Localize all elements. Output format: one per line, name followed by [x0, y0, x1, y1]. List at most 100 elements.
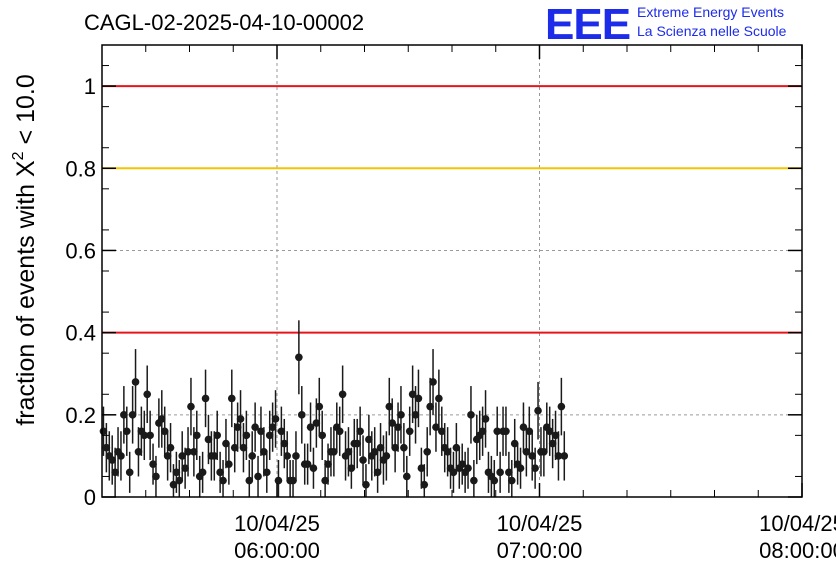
data-point — [242, 431, 251, 440]
data-point — [277, 427, 286, 436]
data-point — [464, 464, 472, 473]
y-axis-label: fraction of events with X2 < 10.0 — [10, 74, 40, 425]
data-point — [292, 452, 300, 460]
data-point — [405, 427, 414, 436]
data-point — [394, 423, 402, 431]
eee-logo-text: Extreme Energy Events La Scienza nelle S… — [637, 3, 786, 41]
data-point — [251, 423, 259, 431]
data-point — [233, 423, 242, 431]
data-point — [545, 427, 554, 436]
data-point — [449, 468, 458, 477]
data-point — [239, 443, 248, 452]
data-point — [163, 452, 172, 460]
data-point — [146, 431, 154, 440]
data-point — [169, 480, 178, 489]
data-point — [201, 394, 210, 403]
data-point — [309, 464, 318, 473]
data-point — [362, 480, 370, 489]
data-point — [303, 460, 312, 468]
data-point — [373, 468, 382, 477]
y-tick-label: 0 — [84, 485, 96, 510]
data-point — [370, 448, 379, 456]
data-point — [458, 460, 467, 468]
data-point — [365, 435, 373, 444]
eee-logo: EEE — [545, 0, 631, 49]
data-point — [505, 468, 513, 477]
data-point — [117, 452, 125, 460]
data-point — [222, 439, 230, 448]
data-point — [248, 452, 257, 460]
data-point — [283, 452, 292, 460]
data-point — [134, 448, 143, 456]
data-point — [437, 427, 446, 436]
data-point — [230, 443, 239, 452]
data-point — [478, 427, 487, 436]
data-point — [335, 427, 344, 436]
data-point — [426, 402, 434, 411]
data-point — [143, 390, 152, 399]
logo-line-1: Extreme Energy Events — [637, 4, 785, 20]
data-point — [274, 476, 283, 485]
data-point — [225, 460, 233, 468]
data-point — [400, 443, 408, 452]
data-point — [554, 452, 563, 460]
chart-title: CAGL-02-2025-04-10-00002 — [84, 10, 365, 35]
y-tick-label: 0.4 — [65, 321, 96, 346]
data-point — [192, 431, 201, 440]
data-point — [152, 472, 160, 481]
data-point — [414, 394, 423, 403]
data-point — [122, 427, 131, 436]
data-point — [356, 427, 364, 436]
data-point — [210, 452, 219, 460]
data-point — [467, 411, 475, 419]
data-point — [140, 431, 149, 440]
data-point — [321, 476, 329, 485]
data-point — [187, 402, 195, 411]
data-point — [338, 390, 347, 399]
data-point — [120, 411, 128, 419]
data-point — [227, 394, 236, 403]
data-point — [128, 411, 137, 419]
data-point — [519, 423, 528, 431]
data-point — [166, 443, 175, 452]
data-point — [198, 468, 207, 477]
logo-line-2: La Scienza nelle Scuole — [637, 23, 787, 39]
y-tick-label: 0.8 — [65, 156, 96, 181]
data-point — [315, 402, 324, 411]
data-point — [268, 423, 277, 431]
data-point — [435, 394, 443, 403]
data-point — [347, 464, 356, 473]
data-point — [184, 448, 192, 456]
data-point — [481, 415, 490, 423]
data-point — [382, 452, 391, 460]
data-point — [108, 456, 117, 464]
data-point — [411, 411, 420, 419]
data-point — [271, 415, 280, 423]
y-axis-label-sup: 2 — [10, 151, 27, 160]
x-tick-label-date: 10/04/25 — [759, 511, 836, 536]
data-point — [548, 439, 557, 448]
data-point — [507, 476, 516, 485]
x-tick-label-time: 07:00:00 — [497, 538, 583, 563]
data-point — [102, 443, 111, 452]
data-point — [531, 464, 539, 473]
data-point — [236, 415, 245, 423]
data-point — [254, 472, 262, 481]
y-tick-label: 0.6 — [65, 238, 96, 263]
data-point — [557, 402, 566, 411]
data-point — [551, 431, 560, 440]
y-axis-label-prefix: fraction of events with X — [12, 160, 40, 426]
data-point — [289, 476, 297, 485]
data-point — [324, 460, 332, 468]
data-point — [306, 423, 315, 431]
data-point — [280, 439, 289, 448]
data-point — [330, 448, 338, 456]
data-point — [190, 448, 198, 456]
data-point — [490, 476, 499, 485]
data-point — [443, 448, 452, 456]
data-point — [245, 476, 254, 485]
data-point — [213, 431, 222, 440]
data-point — [385, 402, 394, 411]
data-point — [131, 378, 140, 386]
